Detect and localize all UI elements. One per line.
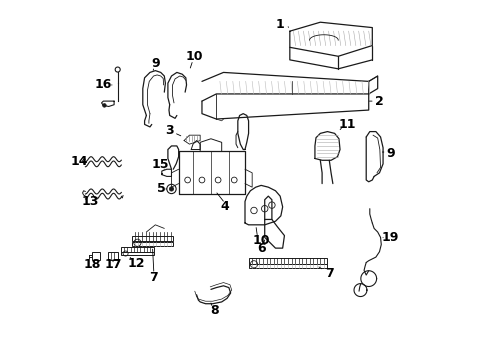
Text: 4: 4	[220, 201, 229, 213]
Text: 14: 14	[71, 155, 88, 168]
Bar	[92, 252, 100, 260]
Text: 9: 9	[151, 57, 160, 70]
Text: 7: 7	[325, 267, 334, 280]
Text: 8: 8	[210, 305, 219, 318]
Text: 17: 17	[104, 258, 122, 271]
Text: 5: 5	[157, 183, 166, 195]
Bar	[132, 237, 173, 241]
Text: 13: 13	[81, 195, 99, 208]
Bar	[248, 264, 327, 268]
Bar	[248, 258, 327, 264]
Text: 6: 6	[257, 242, 266, 255]
Text: 1: 1	[275, 18, 284, 31]
Bar	[122, 247, 153, 252]
Text: 10: 10	[252, 234, 270, 247]
Text: 19: 19	[382, 231, 399, 244]
Text: 11: 11	[339, 118, 356, 131]
Text: 2: 2	[375, 95, 384, 108]
Bar	[108, 252, 118, 260]
Text: 7: 7	[149, 271, 158, 284]
Circle shape	[170, 187, 173, 191]
Text: 16: 16	[95, 78, 112, 91]
Text: 3: 3	[166, 124, 174, 137]
Text: 12: 12	[128, 257, 146, 270]
Circle shape	[102, 104, 106, 107]
Text: 9: 9	[386, 147, 394, 159]
Bar	[132, 242, 173, 246]
Text: 10: 10	[186, 50, 203, 63]
Text: 18: 18	[84, 258, 101, 271]
Bar	[122, 252, 153, 255]
Text: 15: 15	[151, 158, 169, 171]
